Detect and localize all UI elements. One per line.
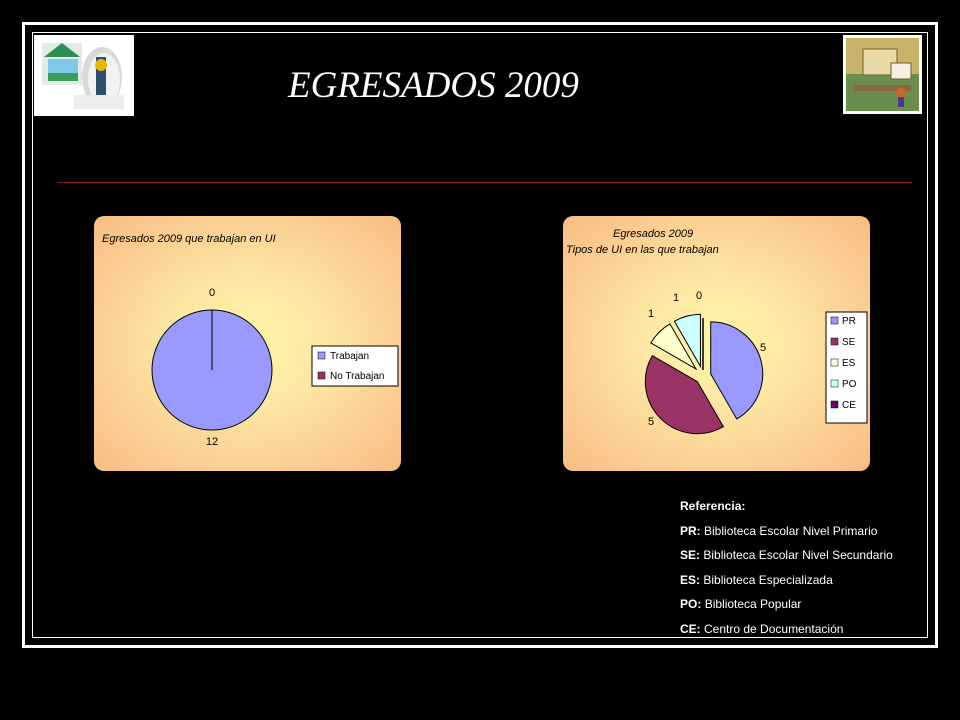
legend-swatch-trabajan: [317, 351, 326, 360]
title-divider: [57, 182, 912, 183]
legend-label-trabajan: Trabajan: [330, 351, 369, 362]
legend-swatch-pr: [830, 316, 839, 325]
reference-heading: Referencia:: [680, 499, 746, 513]
data-label-po: 1: [673, 292, 679, 304]
slide-title: EGRESADOS 2009: [288, 65, 579, 106]
chart-panel-tipos-ui: Egresados 2009 Tipos de UI en las que tr…: [563, 216, 870, 471]
legend-swatch-ce: [830, 400, 839, 409]
slide-outer-frame: [22, 22, 938, 648]
data-label-pr: 5: [760, 342, 766, 354]
reference-item-ce: CE: Centro de Documentación: [680, 621, 844, 636]
data-label-no-trabajan: 0: [209, 287, 215, 299]
legend-label-se: SE: [842, 337, 856, 348]
chart2-legend-entries: PR SE ES PO CE: [830, 316, 857, 411]
reference-item-po: PO: Biblioteca Popular: [680, 597, 802, 611]
legend-label-ce: CE: [842, 400, 856, 411]
chart1-legend: [311, 345, 399, 387]
legend-swatch-es: [830, 358, 839, 367]
reference-item-es: ES: Biblioteca Especializada: [680, 572, 833, 587]
data-label-trabajan: 12: [206, 436, 218, 448]
chart1-title: Egresados 2009 que trabajan en UI: [102, 233, 276, 245]
illustration-image: [843, 35, 922, 114]
institution-logo: [34, 35, 134, 116]
pie-slice-po: [673, 313, 701, 369]
legend-label-po: PO: [842, 379, 857, 390]
chart2-title: Egresados 2009: [613, 228, 693, 240]
pie-slice-pr: [710, 321, 764, 420]
pie-slice-se: [644, 354, 725, 435]
legend-swatch-no-trabajan: [317, 371, 326, 380]
reference-item-se: SE: Biblioteca Escolar Nivel Secundario: [680, 548, 893, 562]
slide-inner-frame: [32, 32, 928, 638]
legend-label-no-trabajan: No Trabajan: [330, 371, 384, 382]
data-label-es: 1: [648, 308, 654, 320]
reference-block: Referencia: PR: Biblioteca Escolar Nivel…: [680, 494, 893, 641]
reference-item-pr: PR: Biblioteca Escolar Nivel Primario: [680, 523, 878, 538]
legend-swatch-po: [830, 379, 839, 388]
legend-label-es: ES: [842, 358, 856, 369]
chart-panel-trabajan: Egresados 2009 que trabajan en UI 0 12 T…: [94, 216, 401, 471]
legend-swatch-se: [830, 337, 839, 346]
data-label-se: 5: [648, 416, 654, 428]
data-label-ce: 0: [696, 290, 702, 302]
chart2-subtitle: Tipos de UI en las que trabajan: [566, 244, 719, 256]
legend-label-pr: PR: [842, 316, 856, 327]
pie-slice-es: [650, 323, 698, 371]
